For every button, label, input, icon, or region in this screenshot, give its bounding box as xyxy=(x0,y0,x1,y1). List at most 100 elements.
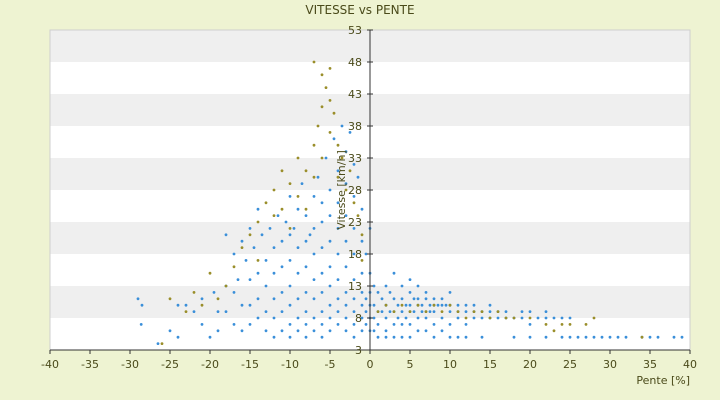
data-point xyxy=(280,207,284,211)
data-point xyxy=(680,335,684,339)
data-point xyxy=(312,175,316,179)
data-point xyxy=(320,335,324,339)
data-point xyxy=(528,323,532,326)
data-point xyxy=(200,303,204,307)
data-point xyxy=(304,291,308,294)
data-point xyxy=(344,150,348,154)
data-point xyxy=(456,316,460,320)
data-point xyxy=(336,297,340,301)
chart-title: VITESSE vs PENTE xyxy=(305,3,414,17)
data-point xyxy=(320,105,324,109)
data-point xyxy=(240,239,244,243)
data-point xyxy=(328,214,332,218)
x-tick-label: 15 xyxy=(483,358,497,371)
data-point xyxy=(496,310,500,313)
data-point xyxy=(352,252,356,256)
data-point xyxy=(336,278,340,281)
data-point xyxy=(672,335,676,339)
x-tick-label: -20 xyxy=(201,358,219,371)
data-point xyxy=(248,278,252,281)
x-tick-label: -30 xyxy=(121,358,139,371)
y-tick-label: 43 xyxy=(348,88,362,101)
data-point xyxy=(272,246,276,250)
data-point xyxy=(552,316,556,320)
y-tick-label: 38 xyxy=(348,120,362,133)
axes xyxy=(49,29,691,354)
data-point xyxy=(432,303,436,307)
data-point xyxy=(448,291,452,294)
data-point xyxy=(352,335,356,339)
data-point xyxy=(336,169,340,173)
x-tick-label: -40 xyxy=(41,358,59,371)
data-points xyxy=(136,60,684,345)
data-point xyxy=(280,239,284,243)
data-point xyxy=(336,323,340,326)
data-point xyxy=(360,239,364,243)
data-point xyxy=(200,323,204,326)
data-point xyxy=(264,284,268,288)
data-point xyxy=(424,297,428,301)
data-point xyxy=(300,182,304,186)
data-point xyxy=(360,259,364,262)
data-point xyxy=(560,323,564,326)
data-point xyxy=(552,329,556,333)
x-tick-label: -10 xyxy=(281,358,299,371)
data-point xyxy=(336,310,340,313)
data-point xyxy=(304,335,308,339)
data-point xyxy=(376,291,380,294)
data-point xyxy=(320,291,324,294)
data-point xyxy=(528,310,532,313)
data-point xyxy=(288,323,292,326)
data-point xyxy=(408,278,412,281)
data-point xyxy=(139,323,143,326)
data-point xyxy=(184,310,188,313)
data-point xyxy=(448,310,452,313)
data-point xyxy=(432,297,436,301)
data-point xyxy=(264,310,268,313)
data-point xyxy=(376,335,380,339)
x-tick-label: -35 xyxy=(81,358,99,371)
x-tick-label: 5 xyxy=(407,358,414,371)
data-point xyxy=(560,335,564,339)
data-point xyxy=(480,310,484,313)
data-point xyxy=(344,182,348,186)
data-point xyxy=(412,297,416,301)
data-point xyxy=(336,227,340,230)
data-point xyxy=(360,316,364,320)
data-point xyxy=(364,252,368,256)
data-point xyxy=(348,169,352,173)
data-point xyxy=(224,233,228,237)
data-point xyxy=(656,335,660,339)
data-point xyxy=(352,227,356,230)
data-point xyxy=(352,323,356,326)
data-point xyxy=(344,214,348,218)
data-point xyxy=(344,329,348,333)
data-point xyxy=(408,310,412,313)
data-point xyxy=(272,271,276,275)
data-point xyxy=(376,310,380,313)
data-point xyxy=(336,252,340,256)
data-point xyxy=(528,316,532,320)
data-point xyxy=(320,220,324,224)
data-point xyxy=(328,265,332,269)
data-point xyxy=(408,335,412,339)
data-point xyxy=(436,303,440,307)
data-point xyxy=(296,271,300,275)
data-point xyxy=(320,246,324,250)
data-point xyxy=(248,323,252,326)
data-point xyxy=(392,271,396,275)
data-point xyxy=(440,303,444,307)
data-point xyxy=(304,323,308,326)
data-point xyxy=(320,323,324,326)
y-axis-label: Vitesse [km/h] xyxy=(335,150,348,230)
data-point xyxy=(352,201,356,205)
data-point xyxy=(260,233,264,237)
data-point xyxy=(252,246,256,250)
data-point xyxy=(364,310,368,313)
data-point xyxy=(384,316,388,320)
data-point xyxy=(544,310,548,313)
data-point xyxy=(352,163,356,166)
data-point xyxy=(356,175,360,179)
data-point xyxy=(372,303,376,307)
